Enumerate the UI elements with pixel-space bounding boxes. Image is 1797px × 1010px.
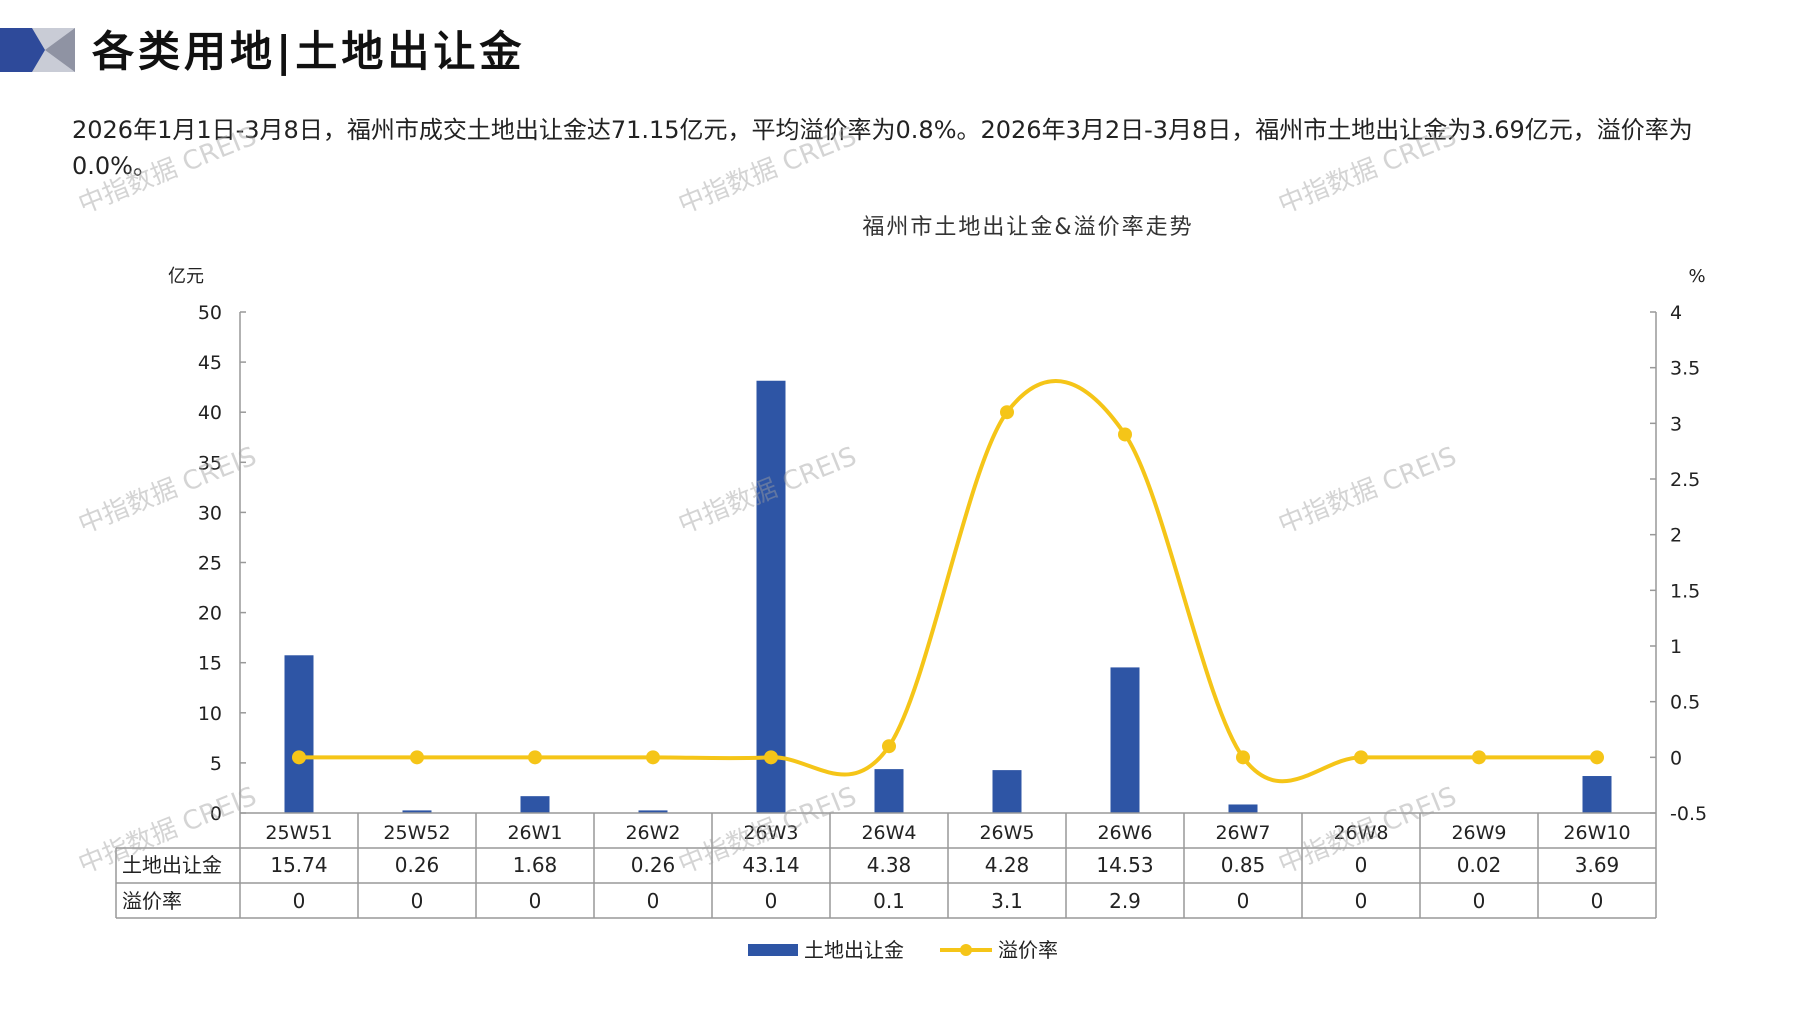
category-label: 26W6 bbox=[1097, 822, 1152, 844]
data-label: 1.68 bbox=[513, 853, 558, 877]
left-tick-label: 30 bbox=[198, 502, 222, 524]
left-tick-label: 5 bbox=[210, 753, 222, 775]
data-label: 0 bbox=[293, 889, 306, 913]
left-tick-label: 10 bbox=[198, 703, 222, 725]
category-label: 26W2 bbox=[625, 822, 680, 844]
data-label: 0 bbox=[647, 889, 660, 913]
table-row-header: 土地出让金 bbox=[122, 853, 222, 877]
premium-rate-line bbox=[299, 379, 1597, 784]
right-tick-label: 1 bbox=[1670, 636, 1682, 658]
category-label: 26W3 bbox=[743, 822, 798, 844]
data-label: 3.1 bbox=[991, 889, 1023, 913]
page-title: 各类用地|土地出让金 bbox=[92, 27, 526, 76]
right-tick-label: -0.5 bbox=[1670, 803, 1707, 825]
left-tick-label: 0 bbox=[210, 803, 222, 825]
legend-bar-swatch bbox=[748, 944, 798, 956]
data-label: 0 bbox=[1355, 853, 1368, 877]
bar bbox=[1582, 776, 1612, 813]
data-label: 0 bbox=[1591, 889, 1604, 913]
data-label: 0 bbox=[1355, 889, 1368, 913]
data-label: 4.28 bbox=[985, 853, 1030, 877]
header-accent-icon bbox=[0, 28, 75, 72]
data-label: 0.1 bbox=[873, 889, 905, 913]
left-tick-label: 50 bbox=[198, 302, 222, 324]
right-tick-label: 4 bbox=[1670, 302, 1682, 324]
data-label: 0.02 bbox=[1457, 853, 1502, 877]
summary-text: 2026年1月1日-3月8日，福州市成交土地出让金达71.15亿元，平均溢价率为… bbox=[72, 116, 1693, 180]
data-label: 15.74 bbox=[270, 853, 327, 877]
category-label: 26W5 bbox=[979, 822, 1034, 844]
category-label: 26W8 bbox=[1333, 822, 1388, 844]
bar bbox=[520, 796, 550, 813]
right-tick-label: 2 bbox=[1670, 525, 1682, 547]
data-label: 0 bbox=[1473, 889, 1486, 913]
premium-rate-point bbox=[1118, 427, 1132, 442]
data-label: 14.53 bbox=[1096, 853, 1153, 877]
left-tick-label: 45 bbox=[198, 352, 222, 374]
data-label: 0.85 bbox=[1221, 853, 1266, 877]
premium-rate-point bbox=[764, 750, 778, 765]
premium-rate-point bbox=[410, 750, 424, 765]
data-label: 0.26 bbox=[395, 853, 440, 877]
category-label: 26W1 bbox=[507, 822, 562, 844]
data-label: 0 bbox=[1237, 889, 1250, 913]
left-tick-label: 40 bbox=[198, 402, 222, 424]
left-tick-label: 25 bbox=[198, 553, 222, 575]
premium-rate-point bbox=[292, 750, 306, 765]
legend-line-label: 溢价率 bbox=[998, 938, 1058, 962]
data-label: 2.9 bbox=[1109, 889, 1141, 913]
premium-rate-point bbox=[1236, 750, 1250, 765]
data-label: 0 bbox=[765, 889, 778, 913]
premium-rate-point bbox=[1472, 750, 1486, 765]
category-label: 26W10 bbox=[1563, 822, 1630, 844]
premium-rate-point bbox=[1354, 750, 1368, 765]
right-tick-label: 3.5 bbox=[1670, 358, 1700, 380]
category-label: 25W51 bbox=[265, 822, 332, 844]
data-label: 0 bbox=[411, 889, 424, 913]
left-tick-label: 35 bbox=[198, 452, 222, 474]
premium-rate-point bbox=[1590, 750, 1604, 765]
left-axis-label: 亿元 bbox=[168, 266, 204, 287]
chart-title: 福州市土地出让金&溢价率走势 bbox=[862, 215, 1193, 240]
premium-rate-point bbox=[1000, 405, 1014, 420]
data-label: 0.26 bbox=[631, 853, 676, 877]
legend-bar-label: 土地出让金 bbox=[804, 938, 904, 962]
bar bbox=[992, 770, 1022, 813]
right-axis-label: % bbox=[1688, 266, 1705, 287]
category-label: 26W9 bbox=[1451, 822, 1506, 844]
data-label: 0 bbox=[529, 889, 542, 913]
bar bbox=[756, 380, 786, 813]
data-label: 3.69 bbox=[1575, 853, 1620, 877]
data-label: 4.38 bbox=[867, 853, 912, 877]
right-tick-label: 0 bbox=[1670, 747, 1682, 769]
category-label: 26W4 bbox=[861, 822, 916, 844]
table-row-header: 溢价率 bbox=[122, 889, 182, 913]
data-label: 43.14 bbox=[742, 853, 799, 877]
category-label: 26W7 bbox=[1215, 822, 1270, 844]
premium-rate-point bbox=[528, 750, 542, 765]
left-tick-label: 15 bbox=[198, 653, 222, 675]
right-tick-label: 3 bbox=[1670, 413, 1682, 435]
bar bbox=[1228, 804, 1258, 813]
category-label: 25W52 bbox=[383, 822, 450, 844]
bar bbox=[402, 810, 432, 813]
left-tick-label: 20 bbox=[198, 603, 222, 625]
premium-rate-point bbox=[882, 739, 896, 754]
premium-rate-point bbox=[646, 750, 660, 765]
legend-line-marker bbox=[960, 944, 972, 956]
right-tick-label: 1.5 bbox=[1670, 580, 1700, 602]
bar bbox=[638, 810, 668, 813]
bar bbox=[284, 655, 314, 813]
right-tick-label: 2.5 bbox=[1670, 469, 1700, 491]
bar bbox=[1110, 667, 1140, 813]
bar bbox=[874, 769, 904, 813]
right-tick-label: 0.5 bbox=[1670, 692, 1700, 714]
